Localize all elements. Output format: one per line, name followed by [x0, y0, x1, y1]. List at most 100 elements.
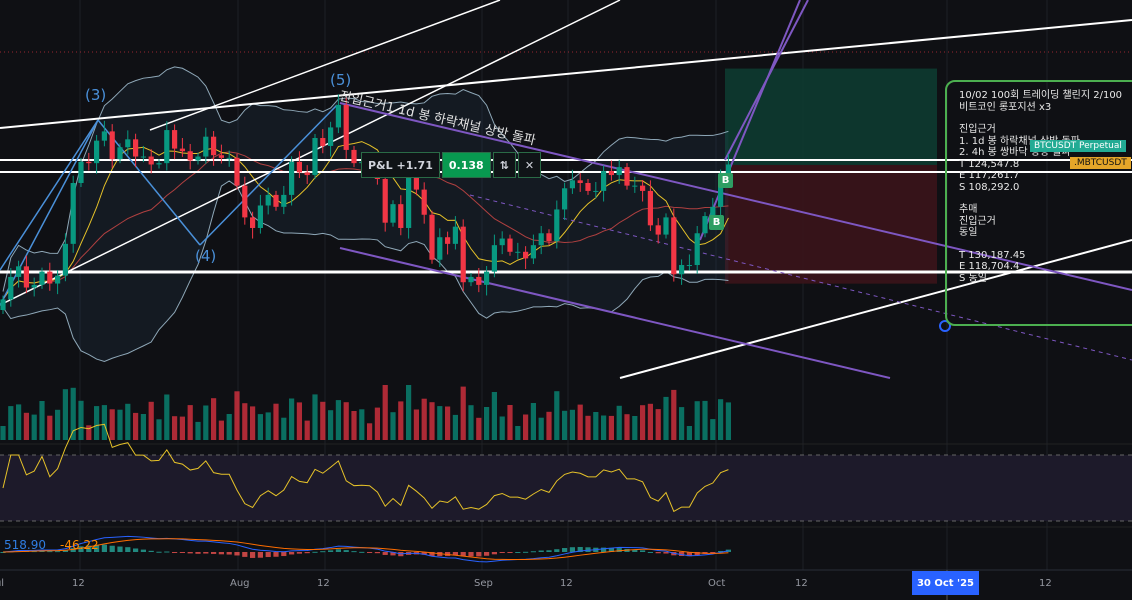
volume-bar — [476, 417, 482, 440]
macd-histogram-bar — [367, 552, 373, 553]
candle-body — [452, 226, 458, 244]
macd-histogram-bar — [164, 551, 170, 553]
macd-histogram-bar — [569, 547, 575, 552]
macd-histogram-bar — [429, 552, 435, 557]
volume-bar — [406, 385, 412, 440]
macd-histogram-bar — [312, 551, 318, 553]
candle-body — [47, 271, 53, 284]
pnl-quantity[interactable]: 0.138 — [441, 152, 491, 178]
elliott-label-5: (5) — [330, 71, 352, 89]
macd-histogram-bar — [655, 552, 661, 554]
anchor-handle[interactable] — [939, 320, 951, 332]
candle-body — [491, 245, 497, 272]
candle-body — [686, 265, 692, 267]
macd-histogram-bar — [686, 552, 692, 557]
candle-body — [382, 179, 388, 223]
macd-histogram-bar — [359, 551, 365, 553]
candle-body — [125, 139, 131, 148]
volume-bar — [78, 400, 84, 440]
macd-histogram-bar — [101, 544, 107, 552]
candle-body — [406, 169, 412, 228]
candle-body — [265, 194, 271, 206]
volume-bar — [601, 415, 607, 440]
close-position-icon[interactable]: ✕ — [517, 152, 542, 178]
trade-note[interactable]: 10/02 100회 트레이딩 챌린지 2/100 비트코인 롱포지션 x3 진입근… — [945, 80, 1132, 326]
candle-body — [569, 180, 575, 189]
volume-bar — [16, 404, 22, 440]
reverse-position-icon[interactable]: ⇅ — [492, 152, 516, 178]
candle-body — [460, 226, 466, 283]
macd-histogram-bar — [94, 544, 100, 552]
x-tick-label: 12 — [317, 578, 330, 589]
macd-histogram-bar — [382, 552, 388, 555]
volume-bar — [187, 405, 193, 440]
candle-body — [109, 131, 115, 160]
candle-body — [164, 130, 170, 164]
target-zone — [725, 68, 937, 165]
note-line: S 108,292.0 — [959, 181, 1020, 193]
volume-bar — [273, 403, 279, 440]
macd-histogram-bar — [445, 552, 451, 557]
volume-bar — [374, 407, 380, 440]
candle-body — [601, 171, 607, 191]
macd-histogram-bar — [694, 552, 700, 556]
candle-body — [624, 167, 630, 186]
volume-bar — [55, 409, 61, 440]
candle-body — [179, 148, 185, 152]
macd-histogram-bar — [133, 548, 139, 552]
macd-histogram-bar — [468, 552, 474, 557]
volume-bar — [109, 409, 115, 440]
rsi-line — [2, 423, 729, 513]
macd-histogram-bar — [140, 549, 146, 552]
volume-bar — [172, 416, 178, 440]
candle-body — [640, 185, 646, 191]
candle-body — [304, 172, 310, 176]
macd-histogram-bar — [109, 545, 115, 552]
macd-histogram-bar — [86, 545, 92, 552]
candle-body — [62, 243, 68, 276]
note-line: 동일 — [959, 227, 978, 238]
note-line: 2. 4h 봉 쌍바닥 상방 돌파 — [959, 147, 1071, 158]
candle-body — [140, 156, 146, 158]
macd-histogram-bar — [343, 550, 349, 552]
macd-histogram-bar — [452, 552, 458, 556]
candle-body — [515, 251, 521, 253]
candle-body — [655, 225, 661, 235]
elliott-wave-line — [0, 119, 99, 271]
volume-bar — [530, 403, 536, 440]
volume-bar — [398, 401, 404, 440]
note-line: T 124,547.8 — [959, 158, 1020, 170]
channel-line — [699, 0, 801, 241]
macd-histogram-bar — [530, 551, 536, 553]
note-line: S 동일 — [959, 272, 987, 284]
candle-body — [445, 237, 451, 244]
macd-histogram-bar — [546, 550, 552, 552]
candle-body — [257, 205, 263, 228]
volume-bar — [515, 426, 521, 440]
x-tick-label: 12 — [72, 578, 85, 589]
x-tick-label: Jul — [0, 578, 5, 589]
trendline — [149, 0, 501, 131]
volume-bar — [671, 389, 677, 440]
candle-body — [156, 163, 162, 165]
candle-body — [679, 265, 685, 275]
signal-line — [2, 538, 729, 560]
macd-histogram-bar — [616, 548, 622, 552]
volume-bar — [437, 406, 443, 440]
candle-body — [725, 164, 731, 176]
macd-histogram-bar — [601, 547, 607, 552]
macd-histogram-bar — [335, 549, 341, 552]
note-line — [959, 193, 1131, 204]
macd-histogram-bar — [304, 552, 310, 554]
candle-body — [273, 194, 279, 207]
macd-histogram-bar — [351, 551, 357, 553]
volume-bar — [320, 401, 326, 440]
volume-bar — [484, 407, 490, 440]
macd-histogram-bar — [234, 552, 240, 556]
volume-bar — [140, 414, 146, 440]
candle-body — [632, 185, 638, 187]
note-line: 10/02 100회 트레이딩 챌린지 2/100 — [959, 90, 1123, 101]
candle-body — [55, 275, 61, 284]
macd-histogram-bar — [554, 549, 560, 552]
